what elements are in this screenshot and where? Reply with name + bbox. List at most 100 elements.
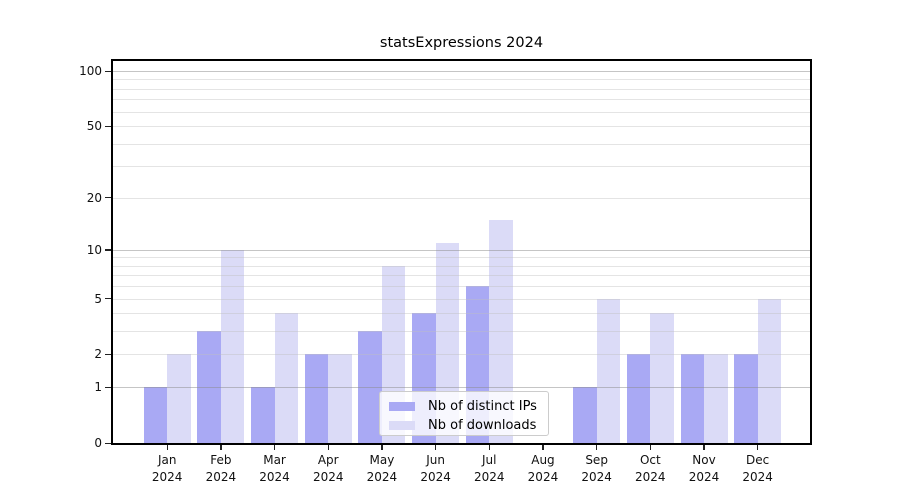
gridline-minor <box>113 286 810 288</box>
gridline-minor <box>113 166 810 168</box>
bar-downloads-jan <box>167 354 191 443</box>
y-tick-mark <box>105 442 112 444</box>
x-tick-mark <box>542 444 544 450</box>
x-tick-year: 2024 <box>205 469 237 484</box>
legend-swatch-distinct-ips <box>389 401 415 411</box>
gridline-minor <box>113 257 810 259</box>
bar-ips-apr <box>304 354 329 443</box>
x-tick-label: Aug 2024 <box>515 452 571 485</box>
plot-border-top <box>111 59 812 61</box>
bar-downloads-feb <box>220 249 245 443</box>
y-tick-label: 10 <box>86 242 102 257</box>
bar-ips-dec <box>734 354 758 443</box>
x-tick-year: 2024 <box>581 469 612 484</box>
x-tick-year: 2024 <box>473 469 505 484</box>
x-tick-year: 2024 <box>635 469 666 484</box>
x-tick-label: Dec 2024 <box>730 452 786 485</box>
x-tick-month: Jul <box>482 453 497 467</box>
x-tick-label: Oct 2024 <box>622 452 678 485</box>
x-tick-label: Jul 2024 <box>461 452 517 485</box>
plot-border-bottom <box>111 443 812 445</box>
x-tick-year: 2024 <box>420 469 451 484</box>
legend-item-downloads: Nb of downloads <box>386 416 542 434</box>
gridline-minor <box>113 88 810 90</box>
x-tick-label: Jun 2024 <box>408 452 464 485</box>
bar-ips-oct <box>626 354 651 443</box>
x-tick-year: 2024 <box>151 469 183 484</box>
gridline-minor <box>113 111 810 113</box>
x-tick-year: 2024 <box>688 469 720 484</box>
x-tick-year: 2024 <box>366 469 398 484</box>
x-tick-label: Apr 2024 <box>300 452 356 485</box>
legend-label-downloads: Nb of downloads <box>428 417 537 433</box>
y-tick-label: 1 <box>94 380 102 395</box>
bar-downloads-jul <box>489 219 513 443</box>
bar-ips-sep <box>573 387 597 443</box>
y-tick-mark <box>105 353 112 356</box>
gridline-minor <box>113 298 810 300</box>
chart-title: statsExpressions 2024 <box>379 35 544 51</box>
gridline-minor <box>113 331 810 333</box>
bar-downloads-mar <box>274 313 299 443</box>
x-tick-mark <box>757 444 759 450</box>
gridline-minor <box>113 143 810 145</box>
y-tick-label: 5 <box>94 291 102 306</box>
x-tick-label: May 2024 <box>354 452 410 485</box>
gridline-minor <box>113 99 810 101</box>
y-tick-label: 2 <box>94 347 102 362</box>
x-tick-mark <box>327 444 329 450</box>
gridline-minor <box>113 197 810 199</box>
gridline-major <box>113 249 810 251</box>
bar-downloads-sep <box>596 298 621 443</box>
bar-ips-may <box>358 331 382 443</box>
legend: Nb of distinct IPs Nb of downloads <box>379 391 549 436</box>
x-tick-mark <box>596 444 598 450</box>
x-tick-month: Apr <box>317 453 339 467</box>
y-tick-mark <box>105 249 112 251</box>
bar-ips-feb <box>197 331 221 443</box>
x-tick-mark <box>220 444 222 450</box>
x-tick-year: 2024 <box>312 469 344 484</box>
x-tick-label: Nov 2024 <box>676 452 732 485</box>
x-tick-label: Mar 2024 <box>247 452 303 485</box>
x-tick-label: Jan 2024 <box>139 452 195 485</box>
x-tick-year: 2024 <box>527 469 559 484</box>
gridline-minor <box>113 313 810 315</box>
gridline-major <box>113 71 810 72</box>
legend-label-distinct-ips: Nb of distinct IPs <box>428 398 537 414</box>
x-tick-month: Nov <box>692 453 716 467</box>
x-tick-month: Sep <box>585 453 608 467</box>
y-tick-mark <box>105 70 112 72</box>
x-tick-month: Feb <box>210 453 232 467</box>
bar-ips-jan <box>143 387 168 443</box>
gridline-minor <box>113 275 810 277</box>
x-tick-month: Aug <box>531 453 555 467</box>
y-tick-label: 100 <box>79 64 102 78</box>
bar-downloads-apr <box>328 354 352 443</box>
gridline-minor <box>113 354 810 356</box>
x-tick-month: May <box>369 453 395 467</box>
gridline-minor <box>113 126 810 128</box>
y-tick-mark <box>105 197 112 199</box>
bar-ips-mar <box>251 387 275 443</box>
legend-item-distinct-ips: Nb of distinct IPs <box>386 397 542 415</box>
x-tick-mark <box>381 444 383 450</box>
x-tick-mark <box>649 444 652 450</box>
gridline-minor <box>113 265 810 267</box>
y-tick-label: 20 <box>86 190 102 205</box>
bar-downloads-oct <box>650 313 674 443</box>
gridline-major <box>113 387 810 389</box>
y-tick-mark <box>105 386 112 388</box>
x-tick-label: Feb 2024 <box>193 452 249 485</box>
x-tick-month: Mar <box>263 453 286 467</box>
bar-ips-nov <box>680 354 704 443</box>
x-tick-month: Jan <box>157 453 177 467</box>
x-tick-month: Oct <box>639 453 661 467</box>
legend-swatch-downloads <box>389 420 415 430</box>
x-tick-month: Jun <box>426 453 445 467</box>
gridline-minor <box>113 79 810 81</box>
x-tick-mark <box>703 444 705 450</box>
plot-border-right <box>810 59 812 445</box>
x-tick-year: 2024 <box>259 469 290 484</box>
